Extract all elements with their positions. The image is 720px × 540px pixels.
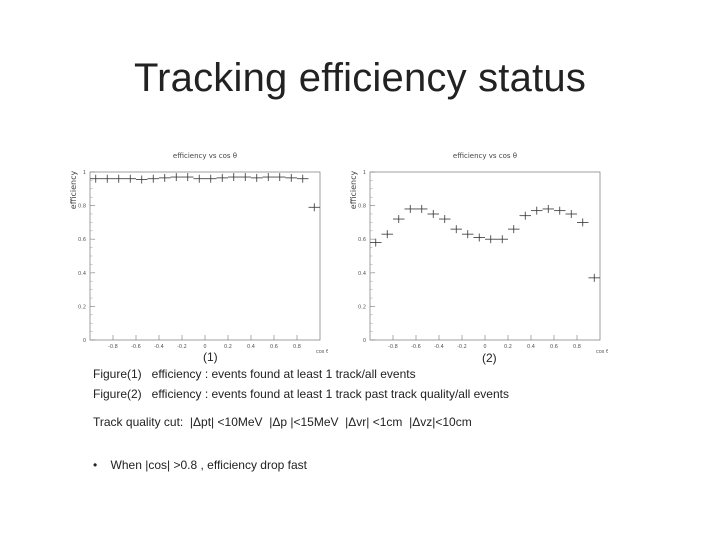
figure-2-label: (2) — [482, 351, 497, 365]
data-point — [193, 174, 205, 183]
data-point — [450, 225, 462, 234]
x-axis-title: cos θ — [316, 349, 328, 355]
data-point — [427, 210, 439, 218]
data-point — [531, 206, 543, 215]
data-point — [124, 174, 136, 183]
figure-2-caption: Figure(2) efficiency : events found at l… — [93, 387, 509, 401]
data-point — [485, 235, 497, 244]
plot-frame — [89, 171, 321, 341]
data-point — [136, 175, 148, 184]
x-tick-label: -0.4 — [154, 344, 164, 350]
data-point — [113, 174, 125, 183]
x-tick-label: 0.6 — [270, 344, 278, 350]
y-tick-label: 0 — [363, 338, 366, 344]
x-tick-label: -0.8 — [108, 344, 118, 350]
x-tick-label: 0.2 — [504, 344, 512, 350]
data-point — [370, 238, 382, 247]
data-point — [297, 174, 309, 183]
y-tick-label: 0.8 — [78, 204, 86, 210]
figure-1-caption: Figure(1) efficiency : events found at l… — [93, 367, 416, 381]
plot-title: efficiency vs cos θ — [453, 152, 517, 160]
y-tick-label: 0 — [83, 338, 86, 344]
y-tick-label: 1 — [363, 170, 366, 176]
data-point — [274, 173, 286, 182]
x-tick-label: 0.2 — [224, 344, 232, 350]
bullet-list: • When |cos| >0.8 , efficiency drop fast — [93, 458, 307, 472]
quality-cut-text: Track quality cut: |Δpt| <10MeV |Δp |<15… — [93, 415, 472, 429]
x-tick-label: 0 — [203, 344, 206, 350]
x-tick-label: 0.4 — [527, 344, 535, 350]
y-tick-label: 0.2 — [78, 304, 86, 310]
data-point — [228, 173, 240, 182]
data-point — [416, 204, 428, 213]
data-point — [216, 173, 228, 182]
efficiency-plot-2: efficiency vs cos θ efficiency cos θ 0 0.2 0.… — [349, 152, 608, 355]
data-point — [285, 173, 297, 182]
plot-frame — [369, 171, 601, 341]
data-point — [205, 174, 217, 183]
data-point — [462, 230, 474, 239]
y-tick-label: 0.4 — [78, 271, 86, 277]
y-tick-label: 1 — [83, 170, 86, 176]
data-point — [170, 173, 182, 182]
bullet-text: When |cos| >0.8 , efficiency drop fast — [110, 458, 307, 472]
y-tick-label: 0.4 — [358, 271, 366, 277]
data-point — [554, 206, 566, 215]
efficiency-plot-1: efficiency vs cos θ efficiency cos θ 0 0.2 0.… — [69, 152, 328, 355]
plot-figure-2: efficiency vs cos θ efficiency cos θ 0 0.2 0.… — [346, 146, 608, 358]
x-tick-label: -0.6 — [131, 344, 141, 350]
data-point — [508, 225, 520, 234]
data-point — [439, 215, 451, 224]
x-tick-label: -0.8 — [388, 344, 398, 350]
x-tick-label: -0.6 — [411, 344, 421, 350]
data-point — [101, 174, 113, 183]
data-point — [588, 273, 600, 282]
x-tick-label: 0 — [483, 344, 486, 350]
plot-title: efficiency vs cos θ — [173, 152, 237, 160]
y-tick-label: 0.8 — [358, 204, 366, 210]
data-point — [542, 204, 554, 213]
plot-figure-1: efficiency vs cos θ efficiency cos θ 0 0.2 0.… — [66, 146, 328, 358]
x-tick-label: -0.2 — [177, 344, 187, 350]
data-point — [381, 230, 393, 239]
data-point — [577, 218, 589, 227]
y-axis-title: efficiency — [69, 171, 78, 210]
data-point — [565, 210, 577, 218]
x-tick-label: -0.4 — [434, 344, 444, 350]
data-point — [182, 173, 194, 182]
x-tick-label: 0.8 — [573, 344, 581, 350]
y-tick-label: 0.6 — [358, 237, 366, 243]
data-point — [251, 173, 263, 182]
data-point — [473, 233, 485, 242]
data-point — [308, 203, 320, 212]
y-tick-label: 0.6 — [78, 237, 86, 243]
bullet-marker: • — [93, 458, 98, 472]
data-point — [393, 215, 405, 224]
x-tick-label: 0.4 — [247, 344, 255, 350]
y-tick-label: 0.2 — [358, 304, 366, 310]
data-point — [239, 173, 251, 182]
data-point — [496, 235, 508, 244]
figure-1-label: (1) — [203, 350, 218, 364]
data-point — [147, 174, 159, 183]
data-point — [262, 173, 274, 182]
data-point — [90, 174, 102, 183]
x-tick-label: 0.8 — [293, 344, 301, 350]
x-tick-label: 0.6 — [550, 344, 558, 350]
slide-title: Tracking efficiency status — [133, 56, 587, 100]
data-point — [404, 204, 416, 213]
data-point — [159, 173, 171, 182]
y-axis-title: efficiency — [349, 171, 358, 210]
x-tick-label: -0.2 — [457, 344, 467, 350]
x-axis-title: cos θ — [596, 349, 608, 355]
data-point — [519, 211, 531, 220]
